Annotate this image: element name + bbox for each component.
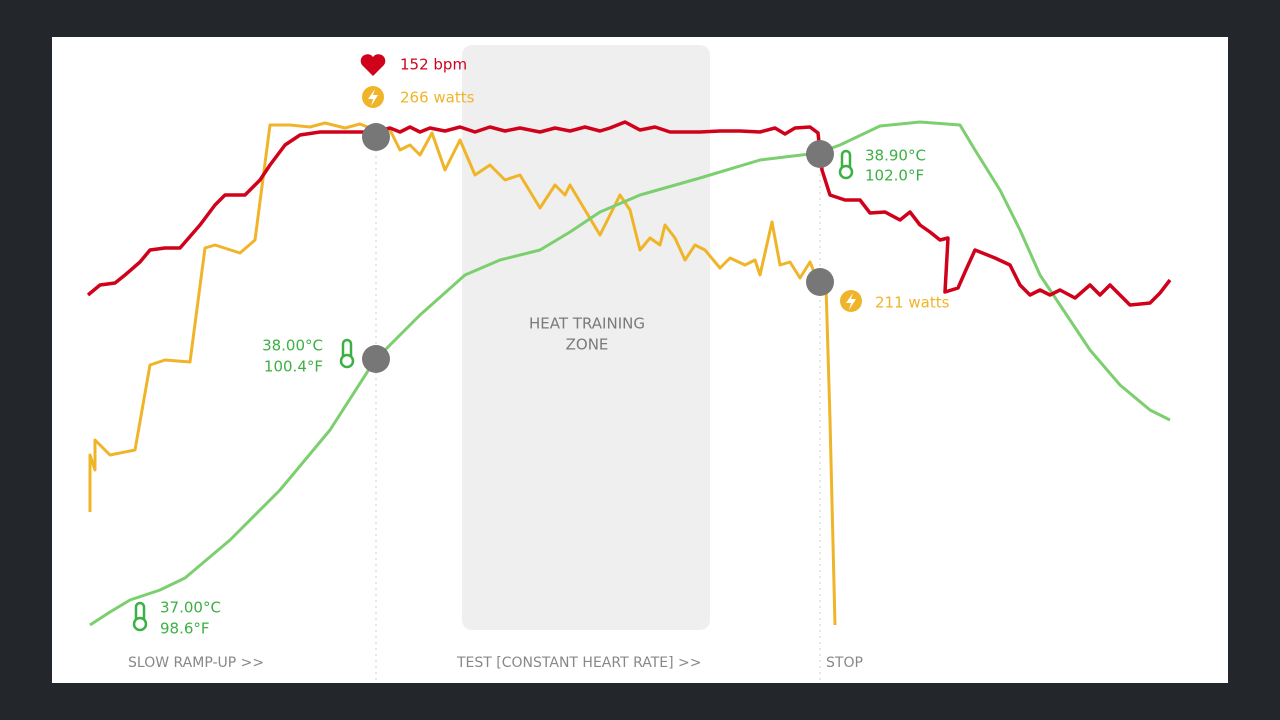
phase-label: STOP bbox=[826, 655, 863, 671]
power-line bbox=[88, 121, 837, 626]
zone-label: ZONE bbox=[566, 336, 609, 354]
marker bbox=[806, 268, 834, 296]
annotation: 38.90°C bbox=[865, 147, 926, 165]
marker bbox=[362, 123, 390, 151]
annotation: 38.00°C bbox=[262, 337, 323, 355]
zone-label: HEAT TRAINING bbox=[529, 315, 645, 333]
thermometer-icon bbox=[339, 338, 355, 369]
heart-icon bbox=[360, 54, 386, 76]
marker bbox=[806, 140, 834, 168]
bolt-icon bbox=[840, 290, 862, 312]
annotation: 37.00°C bbox=[160, 599, 221, 617]
thermometer-icon bbox=[132, 601, 148, 632]
phase-label: SLOW RAMP-UP >> bbox=[128, 655, 264, 671]
thermometer-icon bbox=[838, 149, 854, 180]
annotation: 211 watts bbox=[875, 294, 950, 312]
heart-rate-line bbox=[86, 120, 1172, 307]
bolt-icon bbox=[362, 86, 384, 108]
annotation: 266 watts bbox=[400, 89, 475, 107]
annotation: 98.6°F bbox=[160, 620, 210, 638]
marker bbox=[362, 345, 390, 373]
phase-label: TEST [CONSTANT HEART RATE] >> bbox=[456, 655, 702, 671]
annotation: 152 bpm bbox=[400, 56, 467, 74]
temperature-line bbox=[89, 120, 1171, 627]
annotation: 102.0°F bbox=[865, 167, 924, 185]
annotation: 100.4°F bbox=[264, 358, 323, 376]
